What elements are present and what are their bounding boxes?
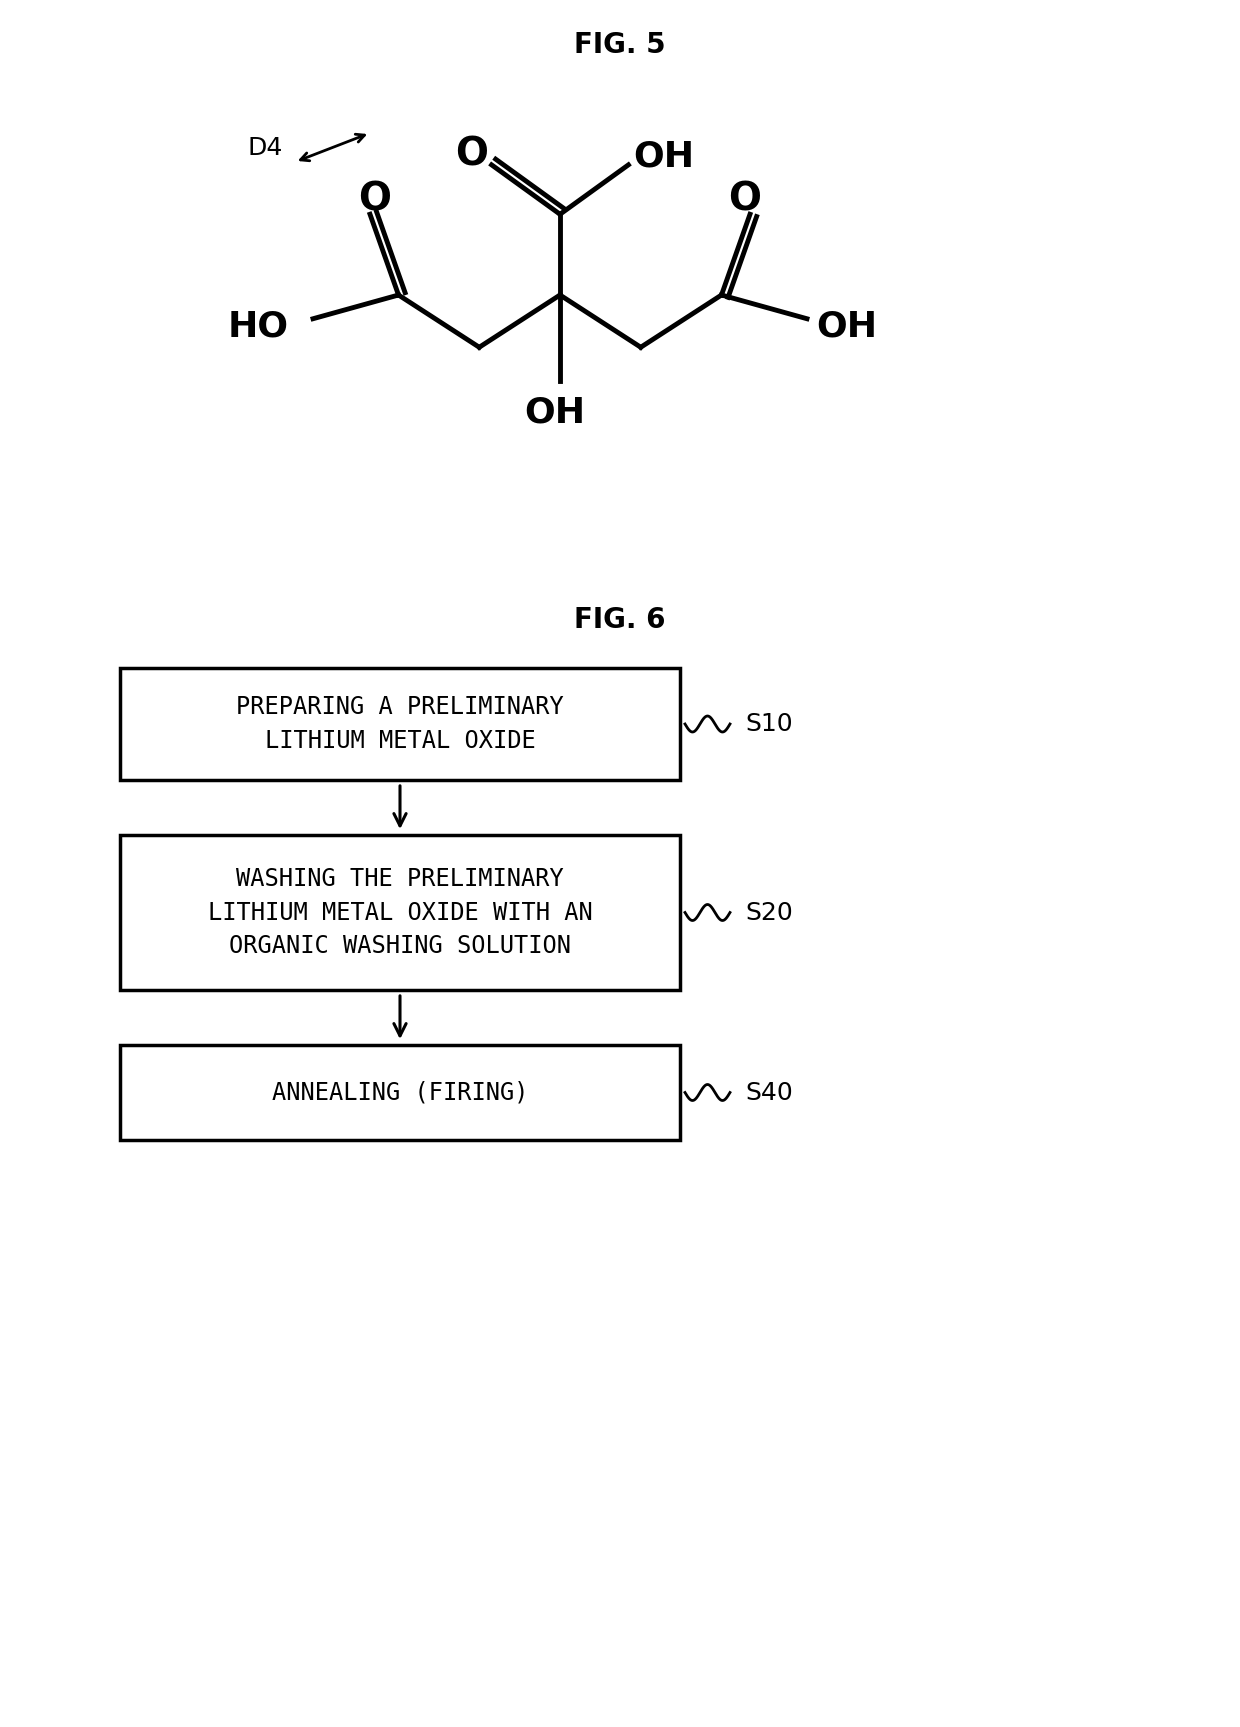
Text: O: O (358, 180, 392, 218)
Text: O: O (729, 180, 761, 218)
Text: OH: OH (816, 309, 878, 344)
Text: ANNEALING (FIRING): ANNEALING (FIRING) (272, 1081, 528, 1105)
Text: FIG. 6: FIG. 6 (574, 606, 666, 634)
Text: S40: S40 (745, 1081, 792, 1105)
Text: WASHING THE PRELIMINARY
LITHIUM METAL OXIDE WITH AN
ORGANIC WASHING SOLUTION: WASHING THE PRELIMINARY LITHIUM METAL OX… (207, 867, 593, 958)
Text: FIG. 5: FIG. 5 (574, 31, 666, 59)
FancyBboxPatch shape (120, 1045, 680, 1140)
Text: S20: S20 (745, 900, 792, 924)
Text: PREPARING A PRELIMINARY
LITHIUM METAL OXIDE: PREPARING A PRELIMINARY LITHIUM METAL OX… (236, 696, 564, 753)
Text: OH: OH (632, 140, 694, 174)
Text: O: O (455, 136, 489, 174)
Text: D4: D4 (248, 136, 284, 161)
Text: S10: S10 (745, 712, 792, 736)
Text: HO: HO (227, 309, 289, 344)
Text: OH: OH (525, 395, 585, 430)
FancyBboxPatch shape (120, 668, 680, 781)
FancyBboxPatch shape (120, 834, 680, 990)
